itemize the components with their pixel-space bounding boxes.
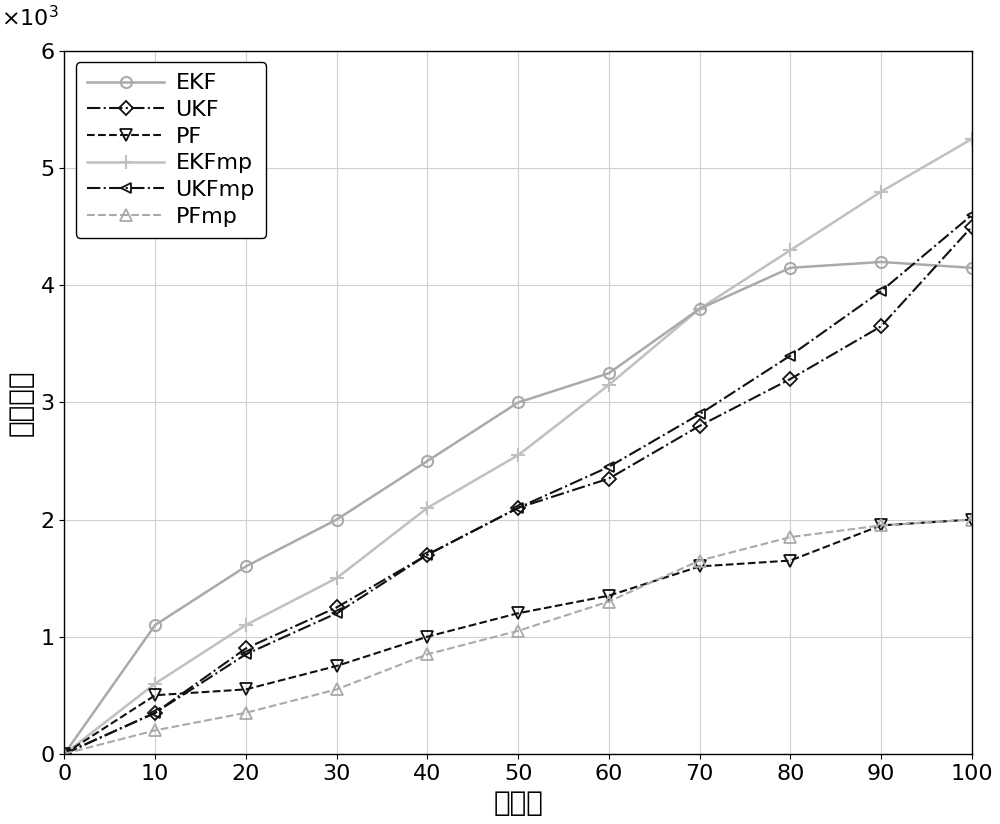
UKFmp xyxy=(58,749,70,759)
PFmp xyxy=(149,725,161,735)
Line: UKFmp: UKFmp xyxy=(60,210,977,759)
EKFmp xyxy=(149,679,161,689)
UKFmp xyxy=(331,608,343,618)
EKFmp xyxy=(784,246,796,255)
PFmp xyxy=(875,521,887,531)
PFmp xyxy=(421,649,433,659)
UKFmp xyxy=(149,708,161,718)
Line: PF: PF xyxy=(59,514,977,760)
UKF xyxy=(694,421,706,431)
EKFmp xyxy=(694,304,706,314)
EKF xyxy=(784,263,796,273)
EKFmp xyxy=(875,187,887,197)
PFmp xyxy=(58,749,70,759)
PFmp xyxy=(966,515,978,525)
Text: $\times10^3$: $\times10^3$ xyxy=(1,5,59,30)
Line: UKF: UKF xyxy=(60,222,977,759)
X-axis label: 时隔数: 时隔数 xyxy=(493,789,543,817)
UKF xyxy=(331,602,343,612)
UKFmp xyxy=(694,410,706,419)
UKF xyxy=(875,321,887,331)
EKF xyxy=(875,257,887,267)
Y-axis label: 均方误差: 均方误差 xyxy=(7,369,35,436)
Line: EKF: EKF xyxy=(59,256,977,760)
PF xyxy=(966,515,978,525)
UKF xyxy=(966,222,978,232)
UKFmp xyxy=(784,351,796,361)
UKFmp xyxy=(421,550,433,559)
Legend: EKF, UKF, PF, EKFmp, UKFmp, PFmp: EKF, UKF, PF, EKFmp, UKFmp, PFmp xyxy=(76,63,266,238)
PFmp xyxy=(240,708,252,718)
UKF xyxy=(603,474,615,484)
PFmp xyxy=(603,597,615,606)
EKFmp xyxy=(512,450,524,460)
EKFmp xyxy=(240,620,252,630)
UKFmp xyxy=(966,210,978,220)
UKF xyxy=(58,749,70,759)
PF xyxy=(149,691,161,700)
Line: PFmp: PFmp xyxy=(59,514,977,760)
EKF xyxy=(512,397,524,407)
UKF xyxy=(421,550,433,559)
EKFmp xyxy=(966,134,978,144)
UKF xyxy=(240,644,252,653)
PFmp xyxy=(694,555,706,565)
PFmp xyxy=(784,532,796,542)
Line: EKFmp: EKFmp xyxy=(58,132,979,761)
EKF xyxy=(694,304,706,314)
EKF xyxy=(421,456,433,466)
EKF xyxy=(603,368,615,378)
EKFmp xyxy=(58,749,70,759)
UKF xyxy=(784,374,796,384)
PFmp xyxy=(512,626,524,636)
PF xyxy=(240,685,252,695)
UKF xyxy=(512,503,524,513)
PF xyxy=(603,591,615,601)
PF xyxy=(694,561,706,571)
PF xyxy=(875,521,887,531)
UKFmp xyxy=(512,503,524,513)
PFmp xyxy=(331,685,343,695)
UKF xyxy=(149,708,161,718)
EKFmp xyxy=(421,503,433,513)
EKFmp xyxy=(603,380,615,390)
UKFmp xyxy=(240,649,252,659)
EKFmp xyxy=(331,574,343,583)
UKFmp xyxy=(875,286,887,296)
PF xyxy=(58,749,70,759)
EKF xyxy=(966,263,978,273)
PF xyxy=(512,608,524,618)
PF xyxy=(784,555,796,565)
EKF xyxy=(331,515,343,525)
EKF xyxy=(240,561,252,571)
UKFmp xyxy=(603,462,615,472)
PF xyxy=(421,632,433,642)
PF xyxy=(331,661,343,671)
EKF xyxy=(149,620,161,630)
EKF xyxy=(58,749,70,759)
